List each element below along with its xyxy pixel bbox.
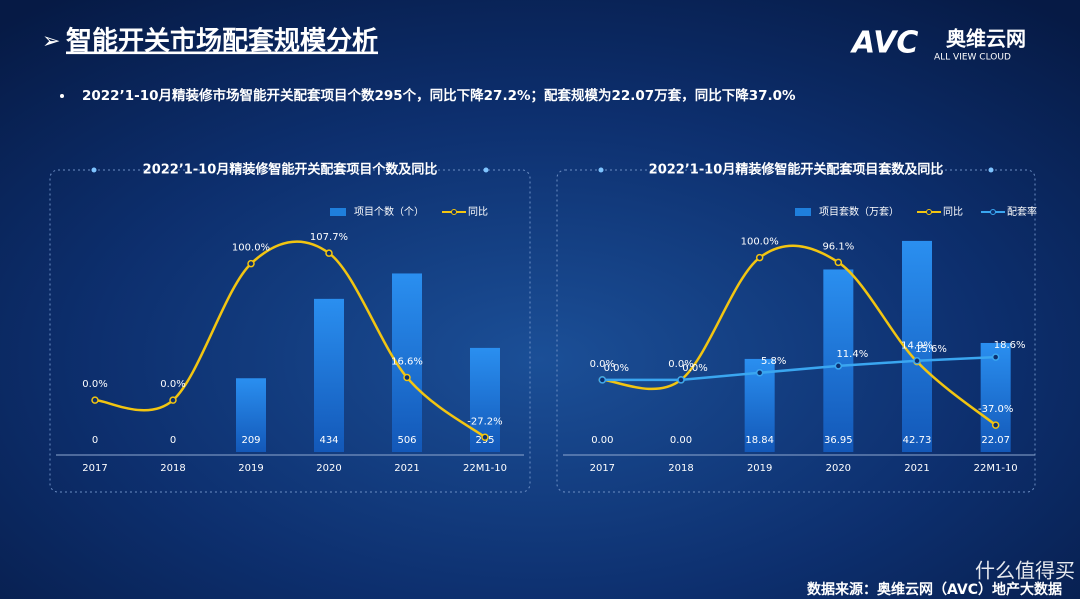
line-point [834,258,843,267]
bar [902,240,932,452]
line-point [403,373,411,382]
x-tick-label: 2019 [238,463,263,474]
line-value-label: 0.0% [590,359,615,370]
line-value-label: 0.0% [604,363,629,374]
line-point [755,253,764,262]
title-dot [988,167,994,173]
x-tick-label: 2020 [826,463,851,474]
line [602,355,996,382]
x-tick-label: 2017 [590,463,615,474]
line-value-label: -27.2% [467,416,502,427]
bar-value-label: 0.00 [591,435,613,446]
chart-frame [49,169,531,493]
x-tick-label: 22M1-10 [463,463,507,474]
logo-brand: AVC [850,26,918,61]
line-value-label: 100.0% [232,243,270,254]
bar-value-label: 0.00 [670,435,692,446]
line-point [598,376,607,384]
line-value-label: 14.9% [901,341,933,352]
line-value-label: 0.0% [160,379,185,390]
bar-value-label: 434 [319,435,338,446]
line-value-label: 15.6% [915,344,947,355]
x-tick-label: 2018 [160,463,185,474]
line-value-label: 5.8% [761,356,786,367]
x-tick-label: 2021 [904,463,929,474]
line-point [169,396,177,404]
legend-label: 同比 [943,206,963,218]
line-point [834,362,843,370]
chart-title: 2022’1-10月精装修智能开关配套项目个数及同比 [143,162,438,178]
bullet [60,94,64,98]
source: 数据来源：奥维云网（AVC）地产大数据 [807,581,1062,598]
line-point [991,353,1000,361]
slide-title: 智能开关市场配套规模分析 [66,26,378,57]
legend-swatch [330,208,346,216]
chart-title: 2022’1-10月精装修智能开关配套项目套数及同比 [649,162,944,178]
x-tick-label: 22M1-10 [974,463,1018,474]
line-point [755,369,764,377]
bar [823,269,854,452]
legend-label: 同比 [468,206,488,218]
legend-label: 配套率 [1007,205,1037,218]
summary: 2022’1-10月精装修市场智能开关配套项目个数295个，同比下降27.2%；… [82,87,796,104]
legend-swatch [990,209,996,215]
logo-name: 奥维云网 [946,27,1026,51]
line-point [677,376,685,384]
bar-value-label: 0 [170,435,176,446]
bar-value-label: 209 [241,435,260,446]
bar-value-label: 22.07 [981,435,1010,446]
line-value-label: 100.0% [741,237,779,248]
watermark: 什么值得买 [975,559,1075,583]
line-point [481,433,489,442]
line-value-label: 0.0% [668,359,693,370]
x-tick-label: 2021 [394,463,419,474]
x-tick-label: 2018 [668,463,693,474]
x-tick-label: 2017 [82,463,107,474]
line-value-label: -37.0% [978,404,1013,415]
line-value-label: 96.1% [822,241,854,252]
bar-value-label: 506 [397,435,416,446]
legend-label: 项目个数（个） [354,205,424,218]
x-tick-label: 2020 [316,463,341,474]
legend-label: 项目套数（万套） [819,205,899,218]
line-value-label: 18.6% [994,340,1026,351]
legend-swatch [795,208,811,216]
line-point [247,259,255,268]
title-arrow: ➢ [42,29,60,54]
bar [236,378,266,452]
line-point [325,249,333,257]
legend-swatch [451,209,457,215]
line-point [991,421,1000,429]
title-dot [483,167,489,173]
bar [980,342,1011,452]
line-point [913,357,921,365]
bar-value-label: 42.73 [903,435,932,446]
chart-frame [556,169,1036,493]
line-value-label: 16.6% [391,356,423,367]
legend-swatch [926,209,932,215]
title-dot [598,167,604,173]
bar-value-label: 18.84 [745,435,774,446]
line-point [91,396,99,404]
logo-tagline: ALL VIEW CLOUD [934,53,1011,63]
line-value-label: 0.0% [682,363,707,374]
line-value-label: 107.7% [310,232,348,243]
bar-value-label: 36.95 [824,435,853,446]
title-dot [91,167,97,173]
line-value-label: 11.4% [836,349,868,360]
bar-value-label: 0 [92,435,98,446]
x-tick-label: 2019 [747,463,772,474]
bar [314,298,344,452]
line-value-label: 0.0% [82,379,107,390]
